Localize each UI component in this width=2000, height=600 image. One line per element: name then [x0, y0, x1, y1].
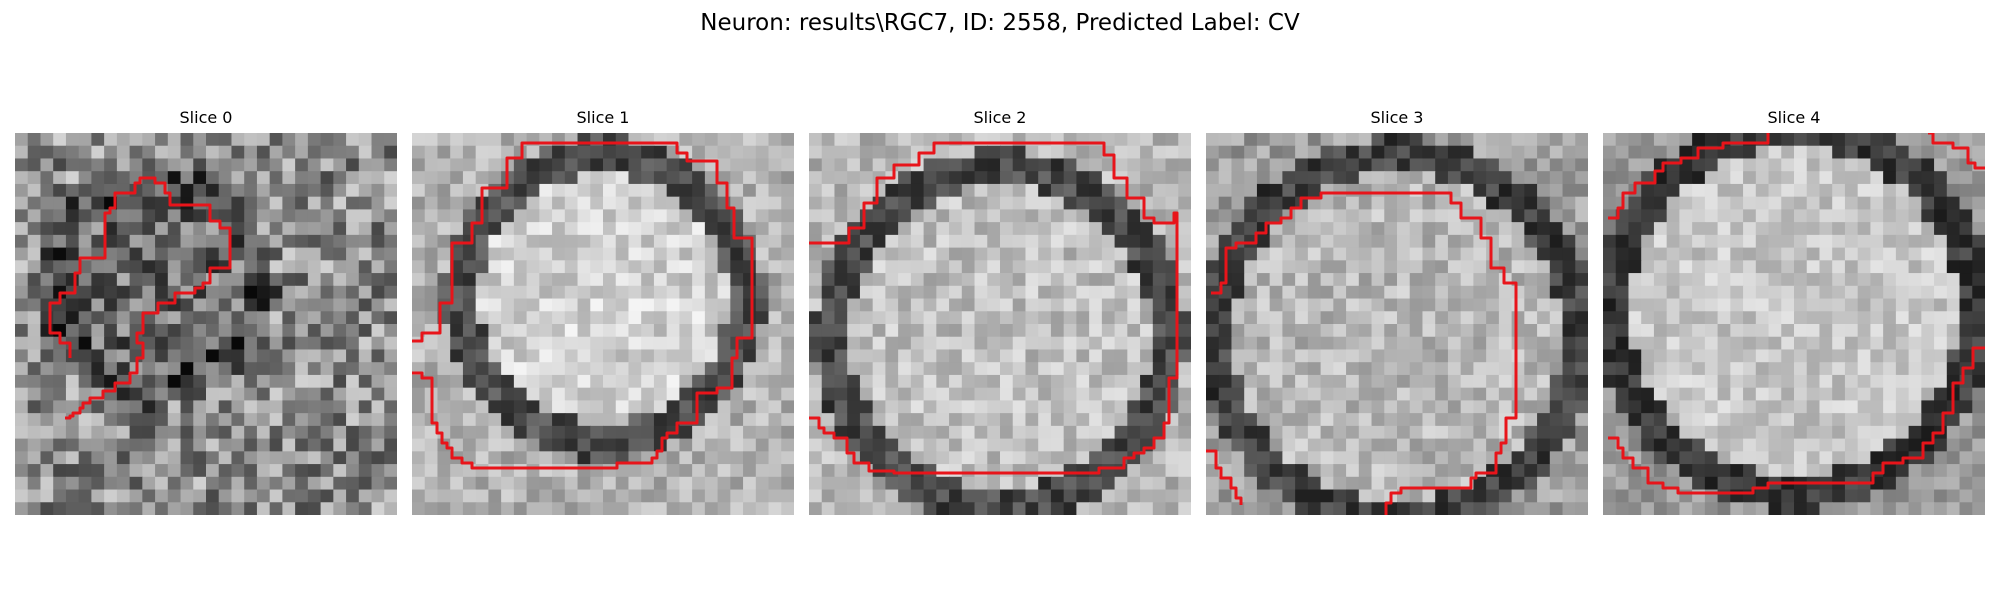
slice-title-3: Slice 3	[1206, 108, 1588, 130]
slice-image-4	[1603, 133, 1985, 515]
slice-title-4: Slice 4	[1603, 108, 1985, 130]
slice-title-0: Slice 0	[15, 108, 397, 130]
slice-title-2: Slice 2	[809, 108, 1191, 130]
slice-panel-1: Slice 1	[412, 108, 794, 515]
slice-title-1: Slice 1	[412, 108, 794, 130]
slice-panel-2: Slice 2	[809, 108, 1191, 515]
slice-panel-3: Slice 3	[1206, 108, 1588, 515]
slice-image-1	[412, 133, 794, 515]
slice-image-0	[15, 133, 397, 515]
slice-panel-4: Slice 4	[1603, 108, 1985, 515]
slice-panel-0: Slice 0	[15, 108, 397, 515]
slice-image-2	[809, 133, 1191, 515]
slice-image-3	[1206, 133, 1588, 515]
figure-title: Neuron: results\RGC7, ID: 2558, Predicte…	[0, 8, 2000, 38]
